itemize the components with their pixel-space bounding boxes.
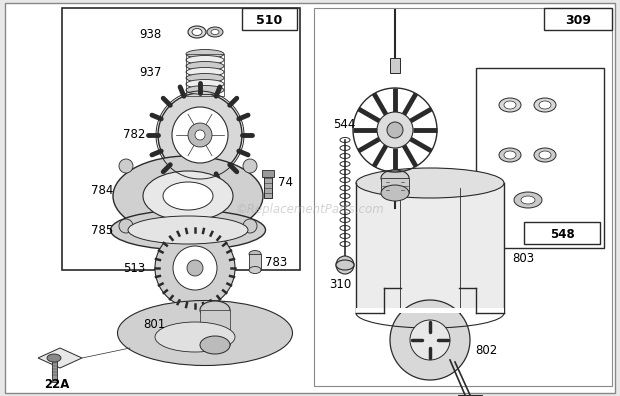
Ellipse shape [534,148,556,162]
Ellipse shape [118,301,293,366]
Ellipse shape [504,151,516,159]
Text: 309: 309 [565,15,591,27]
Ellipse shape [186,74,224,82]
Ellipse shape [47,354,61,362]
Bar [186,54,224,96]
Ellipse shape [356,168,504,198]
Bar [476,68,604,248]
Ellipse shape [539,101,551,109]
Ellipse shape [211,29,219,34]
Text: 510: 510 [256,15,282,27]
Ellipse shape [499,98,521,112]
Ellipse shape [128,216,248,244]
Ellipse shape [155,322,235,352]
Text: 801: 801 [143,318,165,331]
Ellipse shape [186,80,224,88]
Ellipse shape [186,67,224,76]
Text: 802: 802 [475,343,497,356]
Bar [52,360,57,382]
Circle shape [390,300,470,380]
Ellipse shape [163,182,213,210]
Circle shape [187,260,203,276]
Text: 74: 74 [278,175,293,188]
Bar [390,58,400,73]
Text: 784: 784 [91,185,113,198]
Text: 310: 310 [329,278,351,291]
Circle shape [172,107,228,163]
Text: 803: 803 [512,251,534,265]
Text: 782: 782 [123,128,145,141]
Circle shape [243,159,257,173]
Circle shape [188,123,212,147]
Bar [381,178,409,193]
Ellipse shape [113,156,263,236]
Circle shape [377,112,413,148]
Bar [356,183,504,313]
Circle shape [119,219,133,233]
Ellipse shape [200,301,230,319]
Ellipse shape [192,29,202,36]
Ellipse shape [110,210,265,250]
Ellipse shape [186,61,224,70]
Bar [242,8,297,30]
Text: 513: 513 [123,261,145,274]
Bar [62,8,300,270]
Ellipse shape [381,185,409,201]
Circle shape [336,256,354,274]
Circle shape [195,130,205,140]
Circle shape [155,228,235,308]
Circle shape [410,320,450,360]
Ellipse shape [336,260,354,270]
Bar [264,176,272,198]
Bar [544,8,612,30]
Bar [200,310,230,345]
Bar [314,8,612,386]
Text: 938: 938 [140,27,162,40]
Ellipse shape [381,170,409,186]
Ellipse shape [249,267,261,274]
Text: 22A: 22A [44,379,69,392]
Text: 783: 783 [265,255,287,268]
Text: ©ReplacementParts.com: ©ReplacementParts.com [236,204,384,217]
Text: 544: 544 [332,118,355,131]
Ellipse shape [207,27,223,37]
Ellipse shape [504,101,516,109]
Circle shape [243,219,257,233]
Circle shape [158,93,242,177]
Circle shape [119,159,133,173]
Ellipse shape [143,171,233,221]
Circle shape [173,246,217,290]
Ellipse shape [200,336,230,354]
Text: 785: 785 [91,223,113,236]
Ellipse shape [521,196,535,204]
Bar [458,395,482,396]
Ellipse shape [186,55,224,65]
Bar [356,308,504,313]
Text: 548: 548 [549,228,574,242]
Bar [524,222,600,244]
Circle shape [387,122,403,138]
Polygon shape [38,348,82,368]
Ellipse shape [499,148,521,162]
Text: 937: 937 [140,65,162,78]
Bar [249,254,261,270]
Ellipse shape [188,26,206,38]
Ellipse shape [186,86,224,95]
Ellipse shape [534,98,556,112]
Ellipse shape [514,192,542,208]
Ellipse shape [539,151,551,159]
Ellipse shape [249,251,261,257]
Ellipse shape [186,50,224,59]
Bar [262,170,274,177]
